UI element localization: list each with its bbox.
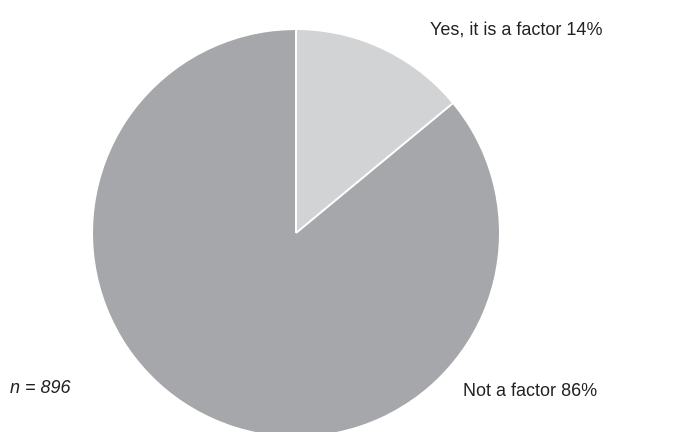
slice-label-yes-text: Yes, it is a factor [430, 19, 562, 39]
sample-size-note: n = 896 [10, 377, 71, 397]
slice-label-no: Not a factor 86% [463, 381, 597, 399]
slice-label-yes: Yes, it is a factor 14% [430, 20, 602, 38]
slice-label-no-text: Not a factor [463, 380, 557, 400]
slice-value-no: 86% [561, 380, 598, 400]
slice-separator [295, 102, 454, 234]
slice-value-yes: 14% [566, 19, 603, 39]
pie-slice-yes [296, 30, 453, 233]
